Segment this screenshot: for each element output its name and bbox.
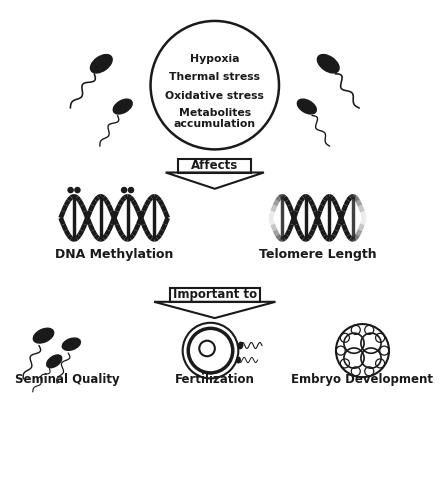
Text: Oxidative stress: Oxidative stress: [165, 92, 264, 102]
Text: Fertilization: Fertilization: [175, 373, 255, 386]
Text: Affects: Affects: [191, 159, 238, 172]
Ellipse shape: [297, 99, 316, 114]
Ellipse shape: [317, 54, 339, 73]
Text: Metabolites
accumulation: Metabolites accumulation: [174, 108, 256, 130]
Text: Embryo Development: Embryo Development: [292, 373, 433, 386]
Text: Important to: Important to: [173, 288, 257, 302]
Ellipse shape: [113, 99, 132, 114]
Ellipse shape: [236, 358, 240, 363]
Circle shape: [68, 188, 73, 192]
Circle shape: [128, 188, 134, 192]
Circle shape: [122, 188, 127, 192]
Text: Hypoxia: Hypoxia: [190, 54, 239, 64]
Text: Thermal stress: Thermal stress: [169, 72, 260, 83]
Circle shape: [75, 188, 80, 192]
Ellipse shape: [62, 338, 80, 350]
Ellipse shape: [47, 355, 62, 368]
Ellipse shape: [238, 342, 243, 348]
Text: Seminal Quality: Seminal Quality: [15, 373, 119, 386]
Text: DNA Methylation: DNA Methylation: [55, 248, 173, 261]
Text: Telomere Length: Telomere Length: [259, 248, 377, 261]
Ellipse shape: [91, 54, 112, 73]
Ellipse shape: [33, 328, 54, 343]
